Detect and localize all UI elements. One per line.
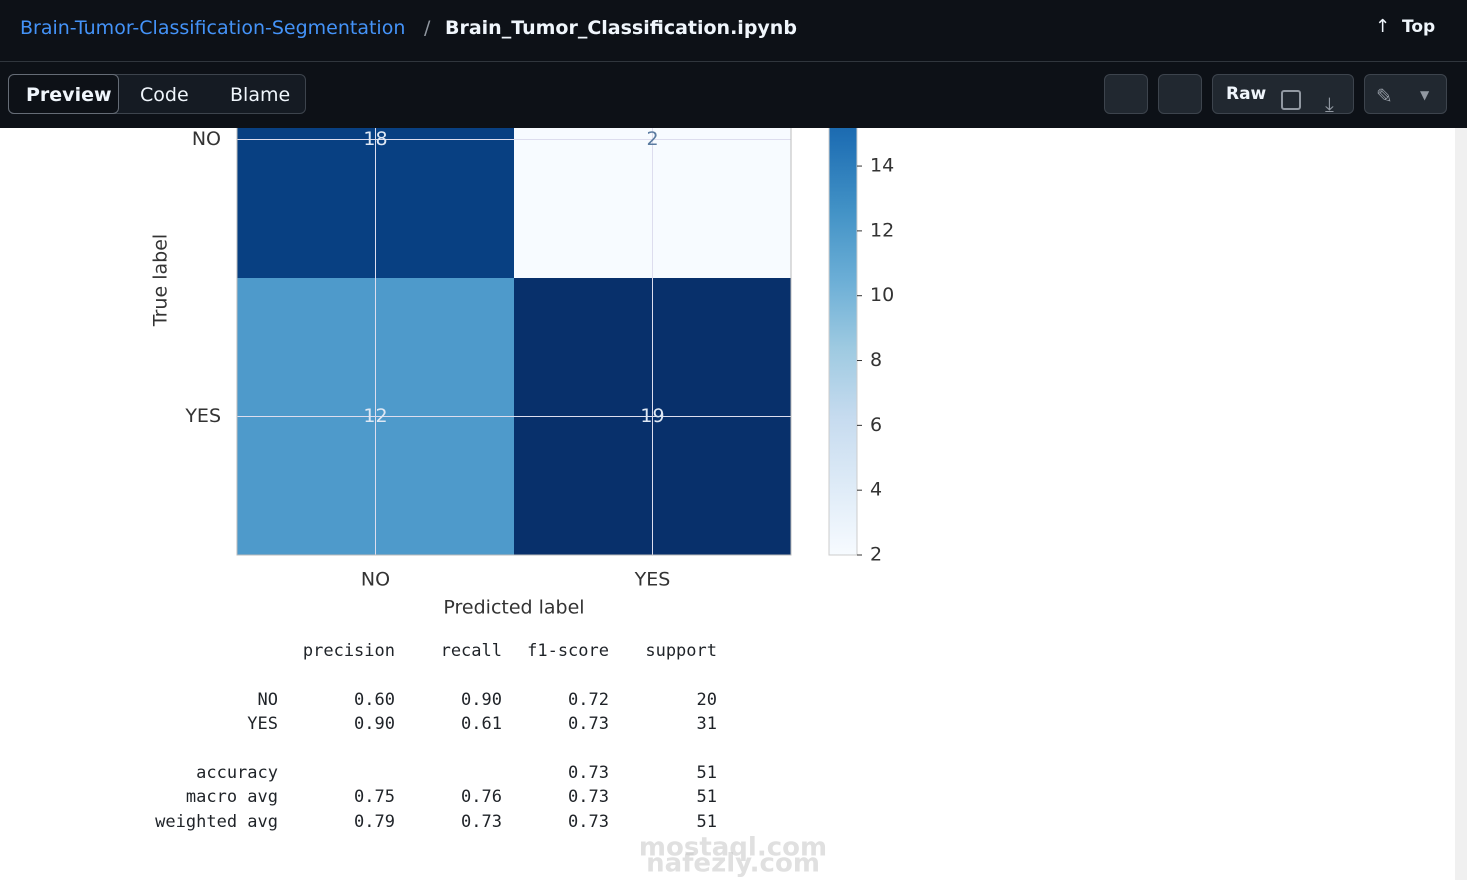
- top-link[interactable]: Top: [1402, 17, 1436, 37]
- tab[interactable]: Code: [140, 84, 189, 106]
- report-value: 0.90: [461, 690, 502, 710]
- report-row-label: macro avg: [186, 787, 278, 807]
- report-row-label: YES: [247, 714, 278, 734]
- raw-button[interactable]: Raw: [1226, 84, 1267, 104]
- report-value: 0.75: [354, 787, 395, 807]
- report-value: 51: [697, 787, 717, 807]
- report-value: 0.79: [354, 812, 395, 832]
- report-value: 0.73: [568, 763, 609, 783]
- tab[interactable]: Blame: [230, 84, 291, 106]
- x-tick-label: YES: [634, 569, 671, 591]
- edit-icon[interactable]: ✎: [1376, 84, 1393, 108]
- cell-label: 12: [363, 405, 387, 427]
- edit-group: [1364, 74, 1447, 114]
- colorbar-tick-label: 10: [870, 284, 894, 306]
- report-row-label: weighted avg: [155, 812, 278, 832]
- x-axis-label: Predicted label: [443, 597, 584, 619]
- cell-label: 18: [363, 128, 387, 150]
- report-value: 0.76: [461, 787, 502, 807]
- report-value: 31: [697, 714, 717, 734]
- cell-label: 2: [646, 128, 658, 150]
- report-value: 20: [697, 690, 717, 710]
- colorbar-tick-label: 12: [870, 219, 894, 241]
- y-tick-label: NO: [192, 128, 221, 150]
- colorbar-tick-label: 6: [870, 414, 882, 436]
- top-arrow[interactable]: ↑: [1375, 16, 1391, 37]
- report-header: precision: [303, 641, 395, 661]
- watermark: mostaql.com: [639, 833, 827, 863]
- separator: /: [424, 17, 431, 39]
- copilot-button[interactable]: [1158, 74, 1202, 114]
- report-value: 0.73: [568, 787, 609, 807]
- folder-button[interactable]: [1104, 74, 1148, 114]
- report-value: 0.60: [354, 690, 395, 710]
- x-tick-label: NO: [361, 569, 390, 591]
- header: Brain-Tumor-Classification-Segmentation …: [0, 0, 1467, 62]
- report-value: 0.72: [568, 690, 609, 710]
- report-header: support: [645, 641, 717, 661]
- colorbar-tick-label: 14: [870, 155, 894, 177]
- report-value: 0.73: [568, 812, 609, 832]
- report-value: 0.73: [568, 714, 609, 734]
- repo-link[interactable]: Brain-Tumor-Classification-Segmentation: [20, 17, 406, 39]
- report-header: recall: [441, 641, 502, 661]
- colorbar-tick-label: 4: [870, 479, 882, 501]
- report-row-label: NO: [258, 690, 278, 710]
- copy-icon[interactable]: [1281, 90, 1301, 110]
- colorbar-tick-label: 2: [870, 544, 882, 566]
- y-axis-label: True label: [150, 234, 172, 327]
- file-name: Brain_Tumor_Classification.ipynb: [445, 17, 797, 39]
- report-value: 0.61: [461, 714, 502, 734]
- tab-selected[interactable]: [8, 74, 119, 114]
- report-header: f1-score: [527, 641, 609, 661]
- cell-label: 19: [640, 405, 664, 427]
- dropdown-icon[interactable]: ▼: [1420, 88, 1430, 102]
- watermark: nafezly.com: [646, 849, 820, 879]
- tab[interactable]: Preview: [26, 84, 112, 106]
- download-icon[interactable]: ⤓: [1325, 92, 1334, 116]
- toolbar: Preview Code Blame Raw ⤓ ✎ ▼: [0, 62, 1467, 128]
- colorbar-tick-label: 8: [870, 349, 882, 371]
- report-value: 0.90: [354, 714, 395, 734]
- report-value: 51: [697, 763, 717, 783]
- scrollbar: [1455, 128, 1467, 880]
- y-tick-label: YES: [184, 405, 221, 427]
- report-row-label: accuracy: [196, 763, 278, 783]
- report-value: 51: [697, 812, 717, 832]
- report-value: 0.73: [461, 812, 502, 832]
